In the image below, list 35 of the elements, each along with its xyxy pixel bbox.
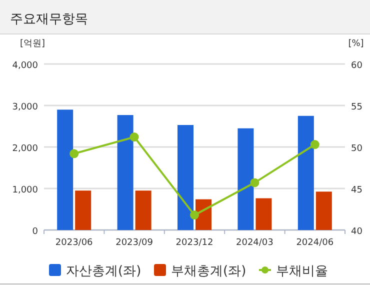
y2-tick-label: 55: [351, 102, 362, 112]
y2-tick-label: 50: [351, 144, 363, 154]
legend-label: 자산총계(좌): [66, 264, 142, 279]
x-tick-label: 2023/12: [176, 238, 214, 248]
point: [70, 149, 79, 158]
legend-label: 부채총계(좌): [171, 264, 246, 279]
bar: [117, 115, 134, 230]
point: [250, 178, 260, 188]
bar: [256, 198, 272, 230]
y2-axis-title: [%]: [348, 39, 364, 49]
bar: [75, 190, 92, 230]
bar: [238, 128, 254, 230]
y2-tick-label: 40: [351, 227, 363, 237]
bar: [298, 116, 314, 230]
y2-tick-label: 60: [351, 61, 363, 71]
x-tick-label: 2024/06: [296, 238, 334, 248]
y-axis-title: [억원]: [20, 39, 46, 49]
y-tick-label: 0: [32, 227, 38, 237]
bar: [178, 125, 194, 230]
title: 주요재무항목: [10, 12, 88, 27]
y-tick-label: 1,000: [12, 186, 38, 196]
y-tick-label: 3,000: [12, 102, 38, 112]
legend-label: 부채비율: [276, 264, 328, 279]
point: [190, 210, 199, 220]
point: [130, 132, 139, 142]
x-tick-label: 2023/09: [116, 238, 154, 248]
bar: [316, 192, 332, 230]
y2-tick-label: 45: [351, 186, 362, 196]
bar: [135, 190, 152, 230]
x-tick-label: 2023/06: [55, 238, 94, 248]
bar: [57, 110, 74, 230]
x-tick-label: 2024/03: [236, 238, 274, 248]
y-tick-label: 2,000: [12, 144, 38, 154]
point: [310, 140, 320, 150]
y-tick-label: 4,000: [12, 61, 38, 71]
